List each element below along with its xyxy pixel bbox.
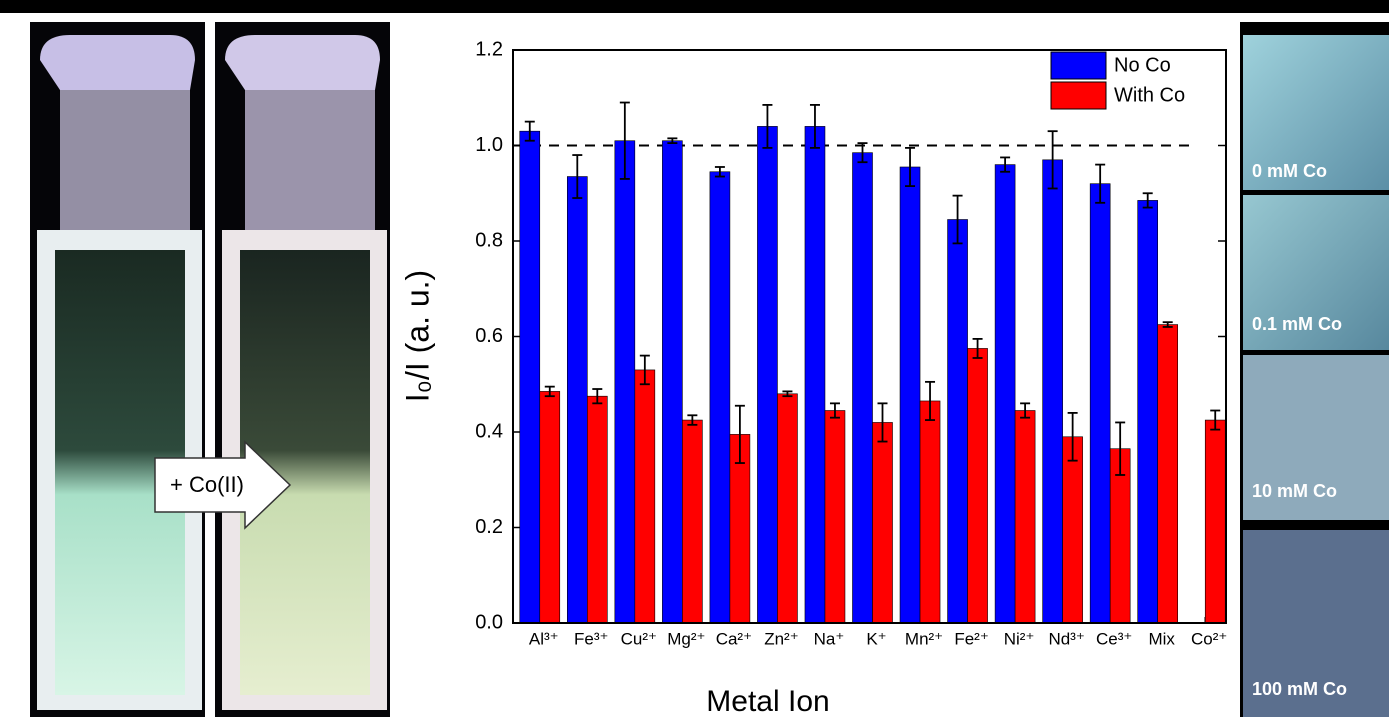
x-tick-label: Al³⁺ xyxy=(529,629,559,648)
bar xyxy=(635,370,655,623)
arrow-label: + Co(II) xyxy=(170,472,244,497)
y-tick-label: 1.2 xyxy=(475,38,503,60)
bar xyxy=(1205,420,1225,623)
bar xyxy=(825,411,845,623)
x-tick-label: Zn²⁺ xyxy=(764,629,798,648)
bar xyxy=(853,153,873,623)
bar xyxy=(1158,325,1178,623)
y-tick-label: 0.0 xyxy=(475,611,503,633)
bar xyxy=(540,391,560,623)
bar xyxy=(995,165,1015,623)
top-band xyxy=(0,0,1389,13)
x-axis-title: Metal Ion xyxy=(706,685,829,717)
bar xyxy=(948,220,968,623)
x-tick-label: Mn²⁺ xyxy=(905,629,943,648)
y-tick-label: 0.8 xyxy=(475,229,503,251)
bar xyxy=(520,131,540,623)
bar xyxy=(615,141,635,623)
x-tick-label: Cu²⁺ xyxy=(621,629,657,648)
swatch-label: 10 mM Co xyxy=(1252,481,1337,501)
bar xyxy=(1090,184,1110,623)
y-tick-label: 0.2 xyxy=(475,516,503,538)
bar xyxy=(805,126,825,623)
bar xyxy=(968,348,988,623)
bar xyxy=(757,126,777,623)
legend-swatch xyxy=(1051,82,1106,109)
x-tick-label: Fe³⁺ xyxy=(574,629,608,648)
legend-label: With Co xyxy=(1114,84,1185,106)
bar xyxy=(567,177,587,623)
x-tick-label: Ca²⁺ xyxy=(716,629,752,648)
y-tick-label: 0.4 xyxy=(475,420,503,442)
x-tick-label: Co²⁺ xyxy=(1191,629,1227,648)
figure: + Co(II) 0 mM Co 0.1 mM Co 10 mM Co 100 … xyxy=(0,0,1389,717)
x-tick-label: Ni²⁺ xyxy=(1004,629,1035,648)
x-tick-label: Mg²⁺ xyxy=(667,629,705,648)
bar xyxy=(920,401,940,623)
x-tick-label: K⁺ xyxy=(866,629,886,648)
legend-swatch xyxy=(1051,52,1106,79)
x-tick-label: Mix xyxy=(1148,629,1175,648)
y-axis-title: I₀/I (a. u.) xyxy=(399,270,435,402)
legend-label: No Co xyxy=(1114,54,1171,76)
x-tick-label: Nd³⁺ xyxy=(1048,629,1084,648)
bar xyxy=(587,396,607,623)
bar xyxy=(777,394,797,623)
cuvette-photo: + Co(II) xyxy=(30,22,390,717)
x-tick-label: Ce³⁺ xyxy=(1096,629,1132,648)
bar xyxy=(1138,200,1158,623)
bar xyxy=(1015,411,1035,623)
bar xyxy=(1063,437,1083,623)
bar xyxy=(662,141,682,623)
bar xyxy=(1043,160,1063,623)
swatch-label: 100 mM Co xyxy=(1252,679,1347,699)
x-tick-label: Na⁺ xyxy=(814,629,845,648)
y-tick-label: 0.6 xyxy=(475,325,503,347)
swatch-label: 0.1 mM Co xyxy=(1252,314,1342,334)
swatch-photo: 0 mM Co 0.1 mM Co 10 mM Co 100 mM Co xyxy=(1240,22,1389,717)
bar xyxy=(682,420,702,623)
swatch-label: 0 mM Co xyxy=(1252,161,1327,181)
bar xyxy=(710,172,730,623)
bar xyxy=(900,167,920,623)
y-tick-label: 1.0 xyxy=(475,134,503,156)
x-tick-label: Fe²⁺ xyxy=(954,629,988,648)
bar xyxy=(873,422,893,623)
